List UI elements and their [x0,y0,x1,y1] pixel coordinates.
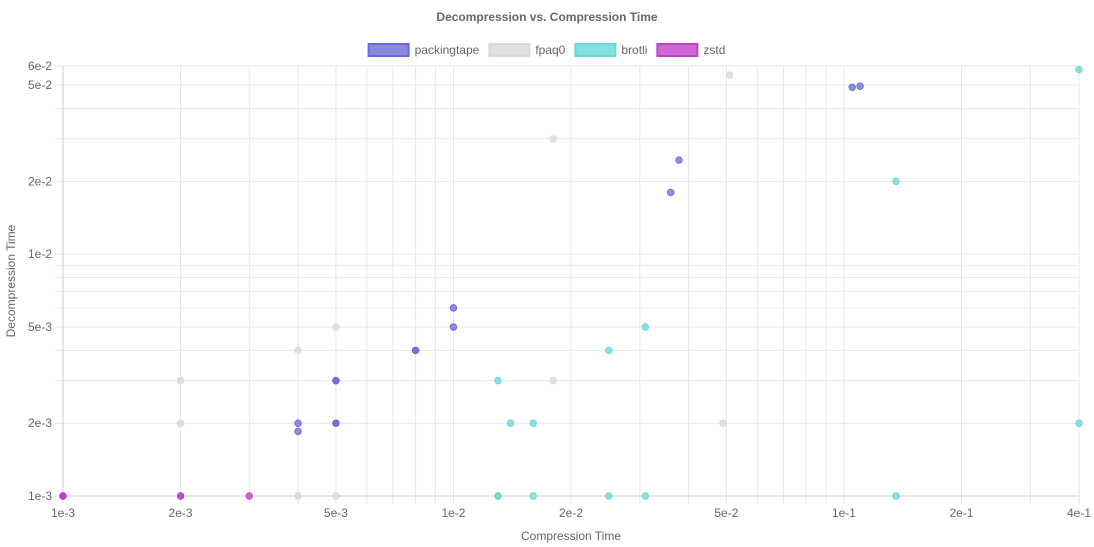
data-point [641,323,650,331]
legend-item-zstd[interactable]: zstd [656,43,725,57]
x-axis-ticks: 1e-3 2e-3 5e-3 1e-2 2e-2 5e-2 1e-1 2e-1 4e-1 [51,506,1091,520]
y-tick-label: 1e-2 [28,247,52,261]
legend-item-fpaq0[interactable]: fpaq0 [488,43,566,57]
data-points [59,65,1083,500]
x-tick-label: 5e-3 [324,506,348,520]
chart-title: Decompression vs. Compression Time [436,10,658,24]
x-tick-label: 1e-2 [441,506,465,520]
x-tick-label: 2e-3 [169,506,193,520]
y-tick-label: 2e-2 [28,174,52,188]
data-point [605,492,613,500]
y-axis-title: Decompression Time [4,224,18,337]
legend-label: zstd [703,43,725,57]
data-point [529,492,537,500]
data-point [449,304,458,312]
legend-swatch [367,43,410,57]
data-point [294,346,302,355]
x-tick-label: 2e-1 [949,506,973,520]
data-point [726,71,734,79]
data-point [176,419,185,427]
data-point [411,346,420,355]
legend-swatch [488,43,531,57]
x-tick-label: 2e-2 [559,506,583,520]
y-tick-label: 2e-3 [28,416,52,430]
x-axis-title: Compression Time [521,529,621,543]
legend-label: brotli [621,43,647,57]
data-point [605,346,613,355]
x-tick-label: 4e-1 [1067,506,1091,520]
data-point [294,492,302,500]
series-fpaq0 [176,71,734,500]
x-tick-label: 5e-2 [714,506,738,520]
data-point [892,492,900,500]
data-point [176,376,185,385]
data-point [549,376,557,385]
data-point [332,323,340,331]
grid [55,65,1080,504]
data-point [719,419,727,427]
data-point [294,427,302,436]
data-point [1075,419,1083,427]
legend-label: fpaq0 [535,43,565,57]
y-tick-label: 5e-3 [28,320,52,334]
legend-item-packingtape[interactable]: packingtape [367,43,480,57]
data-point [892,177,900,186]
legend[interactable]: packingtape fpaq0 brotli zstd [367,43,726,57]
data-point [848,83,856,91]
data-point [666,188,675,197]
data-point [332,492,340,500]
legend-swatch [656,43,699,57]
series-zstd [59,492,253,500]
data-point [332,419,340,427]
y-axis-ticks: 1e-3 2e-3 5e-3 1e-2 2e-2 5e-2 6e-2 [28,59,52,503]
series-brotli [494,65,1083,500]
y-tick-label: 1e-3 [28,489,52,503]
y-tick-label: 5e-2 [28,78,52,92]
x-tick-label: 1e-3 [51,506,75,520]
data-point [332,376,340,385]
data-point [294,419,302,427]
data-point [1075,65,1083,74]
data-point [856,82,864,90]
data-point [641,492,650,500]
data-point [506,419,515,427]
data-point [59,492,67,500]
legend-label: packingtape [415,43,480,57]
legend-item-brotli[interactable]: brotli [574,43,647,57]
legend-swatch [574,43,617,57]
y-tick-label: 6e-2 [28,59,52,73]
data-point [549,135,557,143]
data-point [529,419,537,427]
data-point [449,323,458,331]
x-tick-label: 1e-1 [832,506,856,520]
data-point [245,492,253,500]
data-point [494,376,502,385]
data-point [494,492,502,500]
data-point [176,492,185,500]
data-point [675,156,683,164]
